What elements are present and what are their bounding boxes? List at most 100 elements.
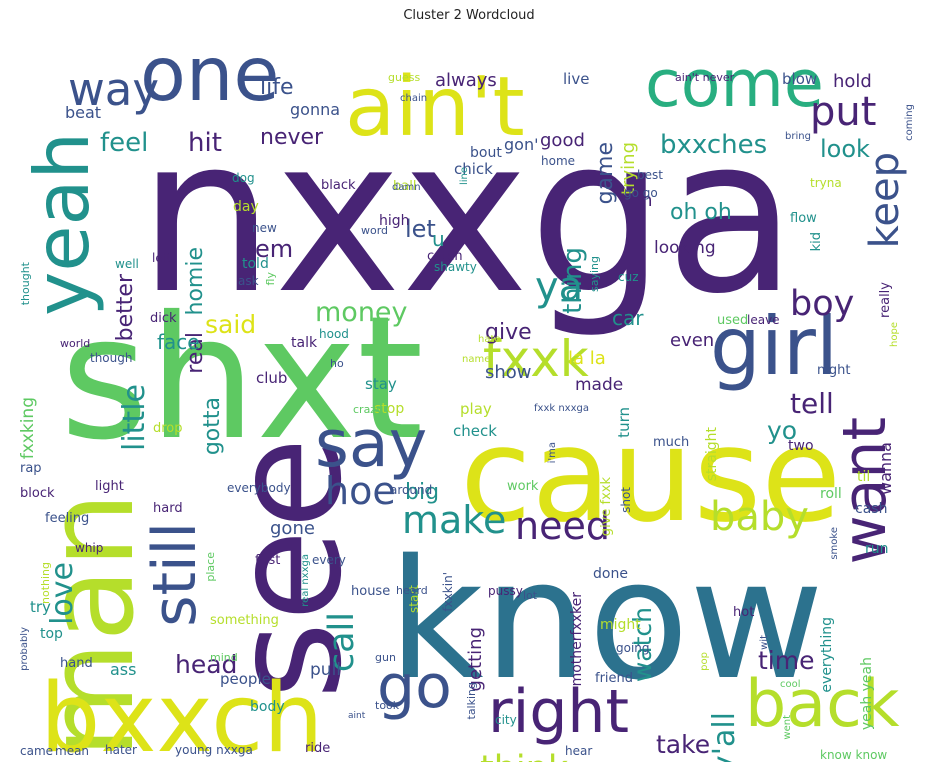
word-pop: pop: [699, 652, 710, 671]
word-turn: turn: [615, 407, 633, 438]
word-im: im: [630, 190, 653, 211]
word-shot: shot: [619, 487, 633, 513]
word-probably: probably: [20, 627, 30, 671]
word-love: love: [45, 562, 80, 625]
word-try: try: [30, 598, 51, 616]
word-even: even: [670, 330, 715, 351]
word-mind: mind: [210, 651, 238, 664]
word-well: well: [115, 257, 139, 271]
word-smoke: smoke: [829, 527, 840, 560]
word-game: game: [593, 142, 618, 205]
word-talking: talking: [465, 682, 478, 720]
word-much: much: [653, 435, 690, 450]
word-bring: bring: [785, 131, 811, 142]
word-best: best: [637, 168, 663, 182]
word-motherfxxker: motherfxxker: [569, 592, 585, 687]
word-mean: mean: [55, 744, 90, 758]
word-fxxkin-: fxxkin': [441, 572, 455, 612]
word-gone: gone: [270, 518, 315, 539]
word-looking: looking: [654, 238, 716, 258]
word-young-nxxga: young nxxga: [175, 743, 253, 757]
word-ya: ya: [535, 264, 584, 310]
chart-title: Cluster 2 Wordcloud: [403, 8, 535, 23]
word-give-fxxk: give fxxk: [599, 477, 614, 537]
word-blow: blow: [782, 70, 818, 88]
word-one: one: [140, 32, 280, 118]
word-take: take: [656, 730, 711, 759]
word-coming: coming: [904, 104, 915, 141]
wordcloud: nxxga shxt cause know see man bxxch yeah ain't on…: [20, 32, 920, 762]
word-really: really: [878, 282, 893, 318]
word-oh-oh: oh oh: [670, 200, 732, 225]
word-fxxk-nxxga: fxxk nxxga: [534, 403, 589, 414]
word-shawty: shawty: [434, 260, 477, 274]
word-bxxches: bxxches: [660, 130, 768, 160]
word-time: time: [758, 646, 815, 675]
word-house: house: [351, 584, 391, 599]
word-pull: pull: [310, 660, 342, 680]
word-told: told: [242, 256, 269, 272]
word-know: know: [388, 524, 825, 716]
word-everybody: everybody: [227, 481, 291, 495]
word-money: money: [315, 297, 408, 328]
word-friend: friend: [595, 671, 634, 686]
word-make: make: [402, 498, 507, 542]
word-cool: cool: [780, 679, 801, 690]
word-cash: cash: [855, 501, 888, 517]
word-hoe: hoe: [325, 469, 396, 513]
word-city: city: [495, 713, 517, 727]
word-boy: boy: [790, 284, 855, 324]
word-cause: cause: [460, 399, 842, 551]
word-fxxking: fxxking: [20, 397, 38, 460]
word-chick: chick: [454, 160, 493, 178]
word-light: light: [95, 479, 124, 494]
word-life: life: [260, 75, 294, 100]
word-ho: ho: [330, 357, 344, 370]
word-word: word: [361, 224, 389, 237]
word-work: work: [507, 479, 539, 494]
word-face: face: [157, 330, 200, 354]
word-hand: hand: [60, 656, 93, 671]
word-ass: ass: [110, 660, 137, 679]
word-everything: everything: [819, 617, 835, 693]
word-always: always: [435, 70, 497, 91]
word-whip: whip: [75, 541, 104, 555]
word-still: still: [140, 522, 210, 627]
word-u: u: [432, 227, 445, 251]
word-put: put: [810, 89, 877, 135]
word-around: around: [390, 483, 433, 497]
word-go-go: go go: [624, 186, 658, 200]
word-ride: ride: [305, 741, 331, 756]
word-lot: lot: [523, 589, 538, 602]
word-hope: hope: [889, 322, 900, 347]
word-hold: hold: [833, 71, 872, 92]
word-show: show: [485, 362, 532, 383]
word-high: high: [379, 213, 410, 229]
word-run: run: [865, 541, 889, 557]
word-bxxch: bxxch: [40, 664, 324, 763]
word-keep: keep: [862, 152, 908, 249]
word-hit: hit: [188, 128, 222, 158]
word-roll: roll: [820, 486, 842, 502]
word-block: block: [20, 486, 55, 501]
word-left: left: [152, 251, 172, 265]
word-ain-t-never: ain't never: [675, 71, 735, 84]
word-wit: wit: [759, 635, 770, 650]
word-crazy: crazy: [353, 403, 383, 416]
word-body: body: [250, 699, 285, 715]
word-name: name: [462, 354, 491, 365]
word-i-ma: i'ma: [547, 442, 558, 464]
word-car: car: [612, 306, 644, 330]
word-yeah: yeah: [20, 132, 106, 317]
word-went: went: [782, 715, 793, 740]
word-good: good: [540, 130, 585, 151]
word-straight: straight: [704, 427, 720, 482]
word-nothing: nothing: [39, 562, 52, 604]
word-look: look: [820, 135, 870, 163]
word-might: might: [600, 617, 641, 633]
word-said: said: [205, 310, 257, 339]
word-ask: ask: [238, 274, 259, 288]
word-little: little: [117, 384, 152, 451]
word-feel: feel: [100, 128, 149, 158]
word-world: world: [60, 337, 91, 350]
